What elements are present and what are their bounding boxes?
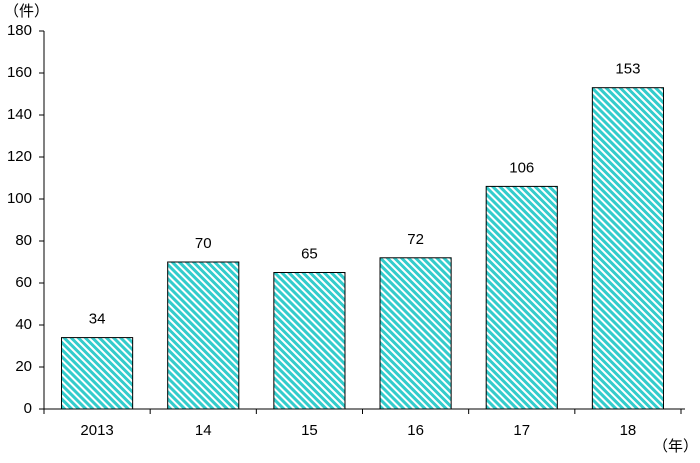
y-tick-label: 60 xyxy=(15,274,32,291)
y-axis-unit: （件） xyxy=(4,3,49,20)
bar xyxy=(379,257,452,410)
bar xyxy=(167,261,240,410)
x-tick-label: 14 xyxy=(195,422,212,439)
y-tick-label: 180 xyxy=(7,22,32,39)
x-tick-label: 15 xyxy=(301,422,318,439)
y-tick-label: 40 xyxy=(15,316,32,333)
data-label: 106 xyxy=(509,159,534,176)
data-label: 34 xyxy=(89,311,106,328)
x-axis-unit: （年） xyxy=(653,438,698,455)
data-label: 72 xyxy=(407,231,424,248)
x-tick-label: 18 xyxy=(620,422,637,439)
y-tick-label: 80 xyxy=(15,232,32,249)
x-tick-label: 16 xyxy=(407,422,424,439)
data-label: 65 xyxy=(301,245,318,262)
x-tick-label: 17 xyxy=(513,422,530,439)
x-tick-label: 2013 xyxy=(80,422,113,439)
y-tick-label: 0 xyxy=(24,400,32,417)
y-tick-label: 20 xyxy=(15,358,32,375)
bar xyxy=(273,272,346,410)
bar xyxy=(591,87,664,410)
y-tick-label: 100 xyxy=(7,190,32,207)
y-tick-label: 140 xyxy=(7,106,32,123)
y-tick-label: 120 xyxy=(7,148,32,165)
bar xyxy=(485,185,558,410)
bar xyxy=(61,337,134,410)
data-label: 153 xyxy=(615,61,640,78)
y-tick-label: 160 xyxy=(7,64,32,81)
data-label: 70 xyxy=(195,235,212,252)
